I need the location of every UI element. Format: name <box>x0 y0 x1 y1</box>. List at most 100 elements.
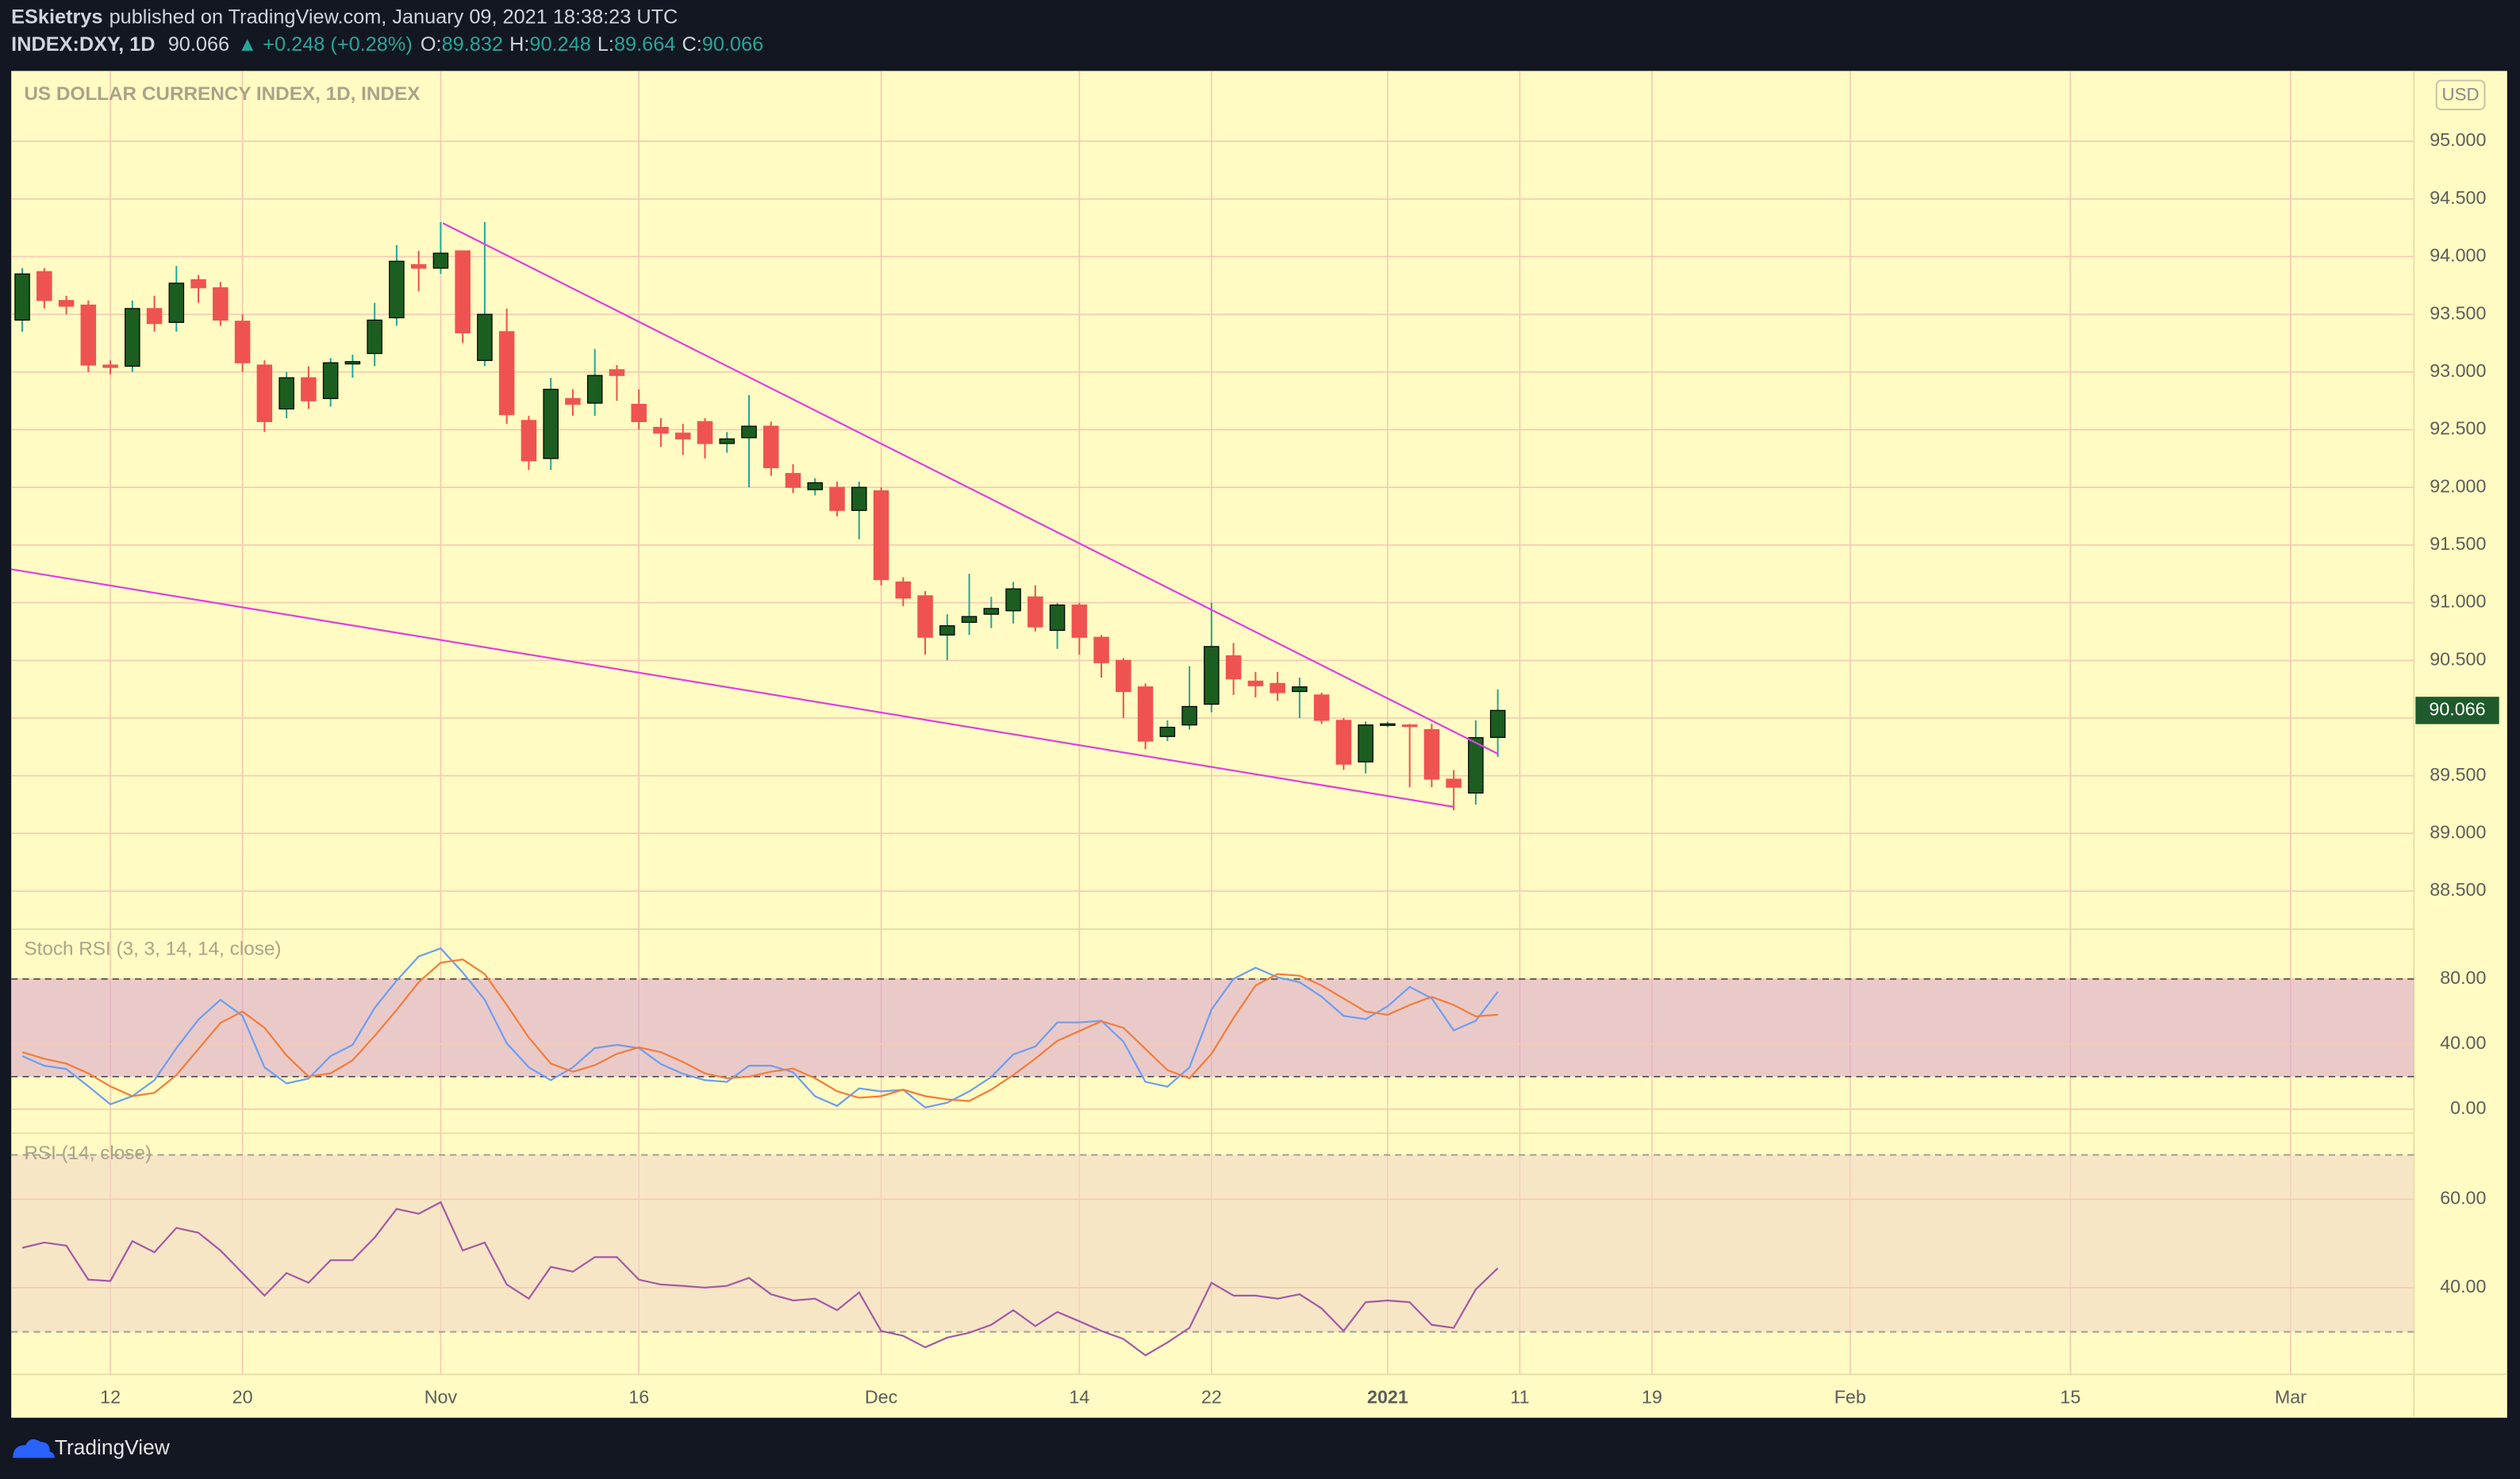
candle-body <box>256 364 273 422</box>
y-tick-label: 94.000 <box>2430 245 2486 266</box>
candle-body <box>498 331 515 416</box>
candle-body <box>1005 588 1021 612</box>
candle-body <box>851 486 867 511</box>
candle-body <box>1137 686 1154 742</box>
candle-body <box>1292 686 1308 693</box>
candle-body <box>1159 726 1176 737</box>
price: 90.066 <box>168 33 229 56</box>
x-tick-label: 22 <box>1201 1387 1222 1408</box>
ohlc-value: 90.248 <box>529 33 590 56</box>
candle-body <box>1423 728 1440 780</box>
candle-body <box>763 425 779 469</box>
y-tick-label: 40.00 <box>2440 1032 2486 1053</box>
x-tick-label: 15 <box>2060 1387 2080 1408</box>
band-fill <box>11 1154 2414 1332</box>
candle-body <box>1225 655 1242 680</box>
stoch-title: Stoch RSI (3, 3, 14, 14, close) <box>24 939 281 960</box>
candle-body <box>1358 724 1373 763</box>
ohlc-label: C: <box>682 33 701 56</box>
candle-body <box>829 486 845 511</box>
ohlc-value: 90.066 <box>702 33 763 56</box>
brand: TradingView <box>55 1435 171 1459</box>
candle-body <box>410 264 427 269</box>
candle-body <box>917 595 933 638</box>
candle-body <box>543 389 559 459</box>
candle-body <box>1446 778 1462 788</box>
candle-body <box>741 425 757 439</box>
ohlc-label: H: <box>509 33 529 56</box>
candle-body <box>1270 682 1285 693</box>
candle-body <box>168 282 185 323</box>
ohlc-label: L: <box>597 33 614 56</box>
ohlc-label: O: <box>421 33 442 56</box>
candle-body <box>521 420 537 462</box>
candle-body <box>146 308 163 325</box>
x-tick-label: Nov <box>424 1387 458 1408</box>
currency-box[interactable] <box>2435 79 2486 111</box>
indicator-line <box>21 1200 1499 1357</box>
candle-body <box>1335 720 1352 765</box>
candle-body <box>1489 709 1506 738</box>
published: published on TradingView.com, January 09… <box>109 6 678 28</box>
candle-body <box>80 304 97 366</box>
y-tick-label: 80.00 <box>2440 967 2486 988</box>
y-tick-label: 94.500 <box>2430 187 2486 208</box>
candle-body <box>102 364 118 368</box>
candle-body <box>565 398 581 405</box>
candle-body <box>586 375 603 404</box>
y-tick-label: 93.000 <box>2430 360 2486 381</box>
candle-body <box>1028 596 1043 628</box>
y-tick-label: 88.500 <box>2430 879 2486 900</box>
y-tick-label: 92.500 <box>2430 418 2486 439</box>
x-tick-label: 16 <box>628 1387 649 1408</box>
indicator-line <box>21 947 1499 1109</box>
candle-body <box>895 581 912 599</box>
plot-area: 12 20 Nov 16 Dec 14 22 2021 11 19 Feb 15 Mar 88.500 89… <box>10 71 2487 1408</box>
candle-body <box>190 279 206 289</box>
ohlc-value: 89.832 <box>442 33 503 56</box>
indicator-line <box>21 958 1498 1102</box>
candle-body <box>234 321 251 363</box>
candle-body <box>1093 636 1109 663</box>
candle-body <box>125 308 140 367</box>
candle-body <box>1181 705 1197 726</box>
candle-body <box>58 300 75 307</box>
candle-body <box>432 252 449 269</box>
candle-body <box>36 271 52 302</box>
symbol-line: INDEX:DXY, 1D 90.066 ▲ +0.248 (+0.28%) O:89… <box>11 33 763 56</box>
x-tick-label: 11 <box>1510 1387 1529 1408</box>
candle-body <box>1468 737 1484 794</box>
candle-body <box>719 438 736 444</box>
candle-body <box>1049 604 1066 632</box>
candle-body <box>631 403 647 422</box>
trendline <box>442 222 1499 755</box>
y-tick-label: 91.000 <box>2430 591 2486 612</box>
logo-icon <box>13 1439 55 1458</box>
x-tick-label: Mar <box>2275 1387 2307 1408</box>
y-tick-label: 89.500 <box>2430 764 2486 785</box>
candle-body <box>344 361 361 365</box>
x-tick-label: 2021 <box>1367 1387 1408 1408</box>
band-fill <box>11 978 2414 1077</box>
y-tick-label: 90.500 <box>2430 648 2486 669</box>
candle-body <box>785 473 801 488</box>
y-tick-label: 93.500 <box>2430 302 2486 323</box>
last-price-box <box>2415 697 2499 724</box>
candle-body <box>1380 723 1396 726</box>
change: ▲ +0.248 (+0.28%) <box>237 33 413 56</box>
candle-body <box>477 313 493 361</box>
x-tick-label: 14 <box>1069 1387 1089 1408</box>
symbol: INDEX:DXY, 1D <box>11 33 155 56</box>
y-tick-label: 40.00 <box>2440 1276 2486 1297</box>
candle-body <box>301 377 317 401</box>
candle-body <box>1401 724 1418 728</box>
x-tick-label: 12 <box>100 1387 121 1408</box>
candle-body <box>367 319 382 355</box>
y-tick-label: 0.00 <box>2450 1097 2486 1118</box>
x-tick-label: Feb <box>1834 1387 1866 1408</box>
publish-line: ESkietrys published on TradingView.com, J… <box>11 6 678 28</box>
candle-body <box>1204 646 1220 705</box>
candle-body <box>1071 604 1088 638</box>
candle-body <box>983 608 1000 615</box>
y-tick-label: 92.000 <box>2430 475 2486 496</box>
